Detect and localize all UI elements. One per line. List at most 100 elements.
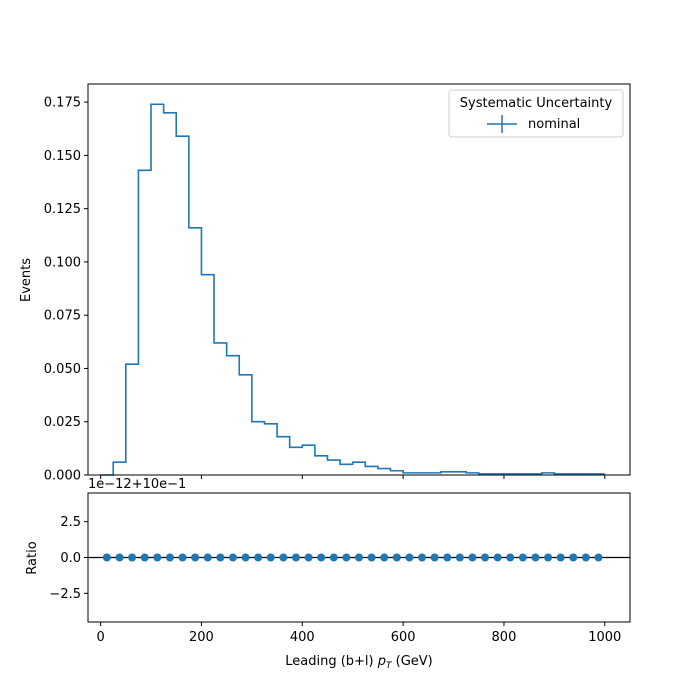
- ratio-point: [178, 553, 187, 562]
- ratio-y-ticks: −2.5 0.0 2.5: [49, 515, 88, 602]
- ratio-point: [254, 553, 263, 562]
- ratio-point: [102, 553, 111, 562]
- histogram-bin: [227, 356, 240, 475]
- ratio-x-ticks: 0 200 400 600 800 1000: [96, 622, 621, 645]
- ratio-point: [392, 553, 401, 562]
- histogram-bin: [365, 466, 378, 475]
- ratio-point: [317, 553, 326, 562]
- ratio-point: [581, 553, 590, 562]
- ratio-point: [216, 553, 225, 562]
- histogram-bin: [151, 104, 164, 475]
- ratio-point: [291, 553, 300, 562]
- ratio-offset-text: 1e−12+10e−1: [88, 477, 186, 492]
- histogram-bin: [214, 343, 227, 475]
- ratio-point: [228, 553, 237, 562]
- ratio-point: [203, 553, 212, 562]
- legend-title: Systematic Uncertainty: [460, 96, 613, 111]
- histogram-bin: [113, 462, 126, 475]
- main-y-tick-label: 0.100: [44, 255, 81, 270]
- ratio-panel: −2.5 0.0 2.5 0 200 400 600 800 1000 1e−12+10e−1…: [25, 477, 631, 671]
- ratio-point: [191, 553, 200, 562]
- histogram-bin: [290, 447, 303, 475]
- ratio-point: [241, 553, 250, 562]
- ratio-point: [367, 553, 376, 562]
- histogram-bin: [327, 460, 340, 475]
- ratio-point: [544, 553, 553, 562]
- main-y-tick-label: 0.025: [44, 415, 81, 430]
- histogram-bin: [264, 424, 277, 475]
- ratio-point: [153, 553, 162, 562]
- main-y-axis-label: Events: [19, 258, 34, 302]
- x-axis-label: Leading (b+l) pT (GeV): [285, 654, 433, 671]
- x-tick-label: 800: [492, 630, 517, 645]
- ratio-point: [266, 553, 275, 562]
- main-y-tick-label: 0.000: [44, 469, 81, 484]
- main-y-tick-label: 0.175: [44, 96, 81, 111]
- ratio-y-tick-label: 2.5: [60, 515, 81, 530]
- legend-marker-nominal: [487, 115, 517, 133]
- ratio-plot-area: [88, 553, 630, 562]
- x-tick-label: 200: [189, 630, 214, 645]
- histogram-bin: [164, 113, 177, 475]
- ratio-point: [418, 553, 427, 562]
- histogram-step-nominal: [100, 103, 605, 476]
- ratio-point: [531, 553, 540, 562]
- ratio-point: [430, 553, 439, 562]
- histogram-bin: [201, 275, 214, 475]
- ratio-point: [556, 553, 565, 562]
- histogram-bin: [176, 136, 189, 475]
- legend-entry-nominal: nominal: [528, 117, 580, 132]
- ratio-point: [455, 553, 464, 562]
- ratio-y-tick-label: 0.0: [60, 551, 81, 566]
- histogram-bin: [138, 170, 151, 475]
- x-tick-label: 400: [290, 630, 315, 645]
- main-y-tick-label: 0.075: [44, 309, 81, 324]
- x-tick-label: 1000: [588, 630, 621, 645]
- ratio-point: [569, 553, 578, 562]
- main-axes-frame: [87, 83, 631, 476]
- ratio-point: [405, 553, 414, 562]
- ratio-point: [355, 553, 363, 562]
- x-tick-label: 0: [96, 630, 104, 645]
- histogram-bin: [315, 456, 328, 475]
- ratio-point: [304, 553, 313, 562]
- ratio-point: [493, 553, 502, 562]
- ratio-point: [279, 553, 288, 562]
- ratio-point: [329, 553, 338, 562]
- histogram-bin: [252, 422, 265, 475]
- histogram-bin: [391, 471, 404, 475]
- ratio-point: [342, 553, 351, 562]
- main-panel: 0.000 0.025 0.050 0.075 0.100 0.125 0.150 0.175…: [19, 83, 631, 484]
- ratio-point: [128, 553, 137, 562]
- histogram-bin: [239, 375, 252, 475]
- histogram-bin: [340, 464, 353, 475]
- ratio-point: [594, 553, 603, 562]
- x-tick-label: 600: [391, 630, 416, 645]
- main-y-tick-label: 0.050: [44, 362, 81, 377]
- legend: Systematic Uncertainty nominal: [448, 89, 624, 138]
- ratio-point: [506, 553, 515, 562]
- ratio-point: [443, 553, 452, 562]
- main-plot-area: [100, 103, 605, 476]
- ratio-point: [468, 553, 477, 562]
- histogram-bin: [353, 462, 366, 475]
- histogram-bin: [126, 364, 139, 475]
- histogram-bin: [189, 228, 202, 475]
- main-y-ticks: 0.000 0.025 0.050 0.075 0.100 0.125 0.150 0.175: [44, 96, 88, 484]
- histogram-bin: [378, 469, 391, 475]
- ratio-y-tick-label: −2.5: [49, 587, 81, 602]
- ratio-point: [380, 553, 389, 562]
- ratio-y-axis-label: Ratio: [25, 541, 40, 574]
- main-x-ticks: [100, 475, 606, 479]
- ratio-point: [481, 553, 490, 562]
- legend-box: [448, 89, 624, 138]
- main-y-tick-label: 0.125: [44, 202, 81, 217]
- main-y-tick-label: 0.150: [44, 149, 81, 164]
- ratio-point: [115, 553, 124, 562]
- ratio-point: [518, 553, 527, 562]
- histogram-bin: [277, 437, 290, 475]
- histogram-bin: [302, 445, 315, 475]
- ratio-point: [140, 553, 149, 562]
- ratio-point: [165, 553, 174, 562]
